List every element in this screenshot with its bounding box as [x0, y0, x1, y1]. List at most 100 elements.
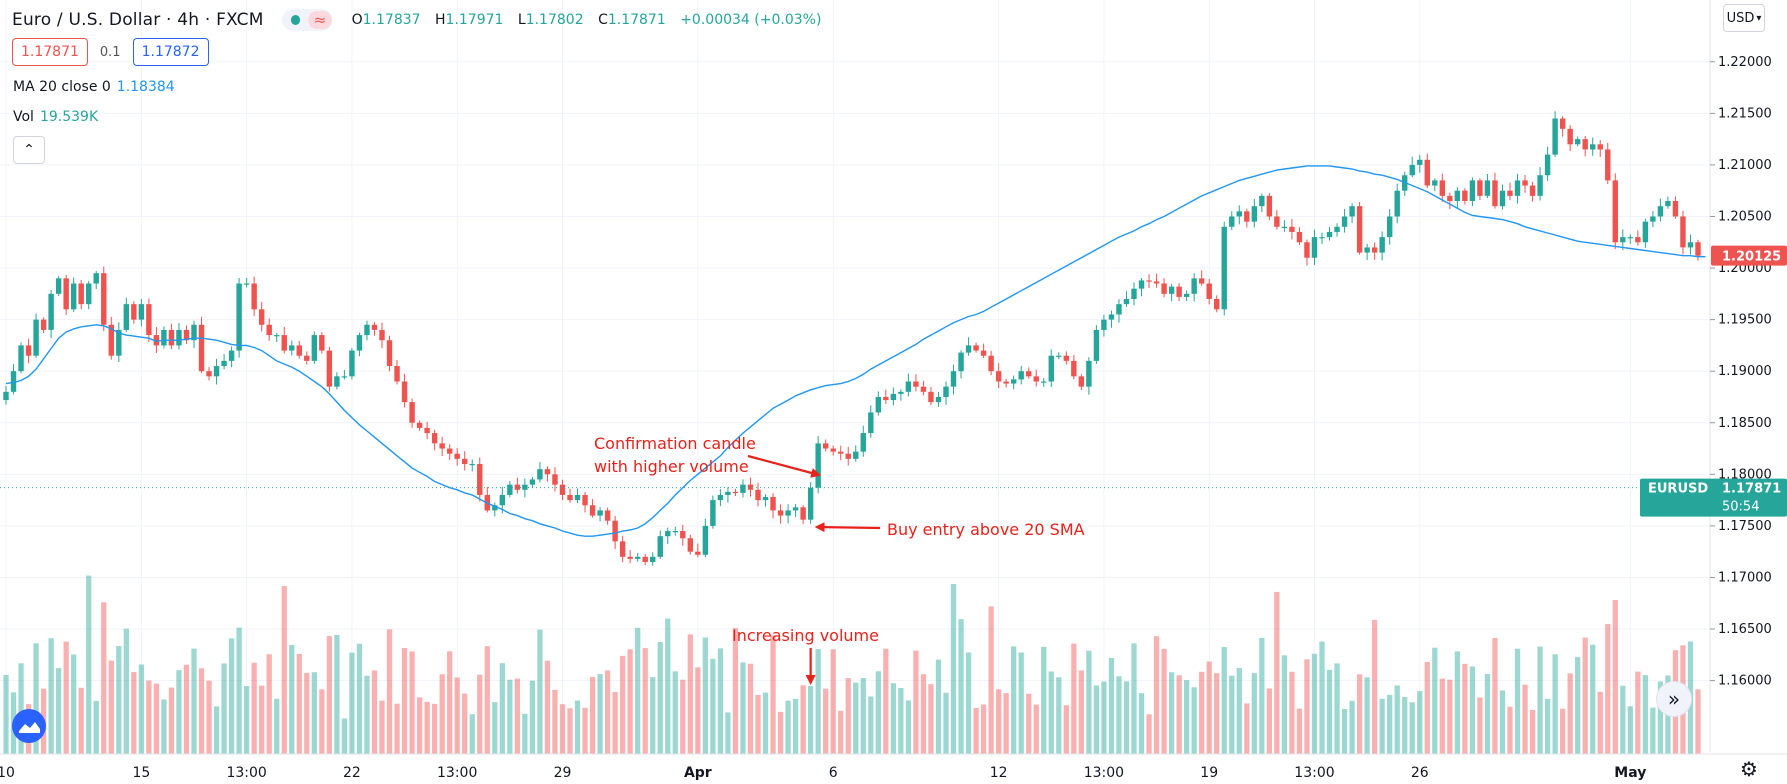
time-tick-label: 6 [829, 765, 838, 781]
candle-body [1191, 278, 1197, 294]
volume-bar [1056, 677, 1062, 754]
volume-bar [1108, 657, 1115, 754]
symbol-title[interactable]: Euro / U.S. Dollar · 4h · FXCM [12, 10, 264, 30]
volume-bar [454, 677, 460, 754]
tradingview-logo-icon[interactable] [12, 709, 46, 743]
candle-body [1537, 175, 1543, 196]
price-tick-label: 1.16500 [1718, 622, 1772, 637]
candle-body [33, 319, 39, 356]
market-status-pill[interactable]: ≈ [281, 9, 332, 31]
annotation-buy-entry: Buy entry above 20 SMA [887, 520, 1085, 539]
collapse-legend-button[interactable]: ⌃ [13, 136, 45, 164]
volume-bar [492, 702, 498, 754]
ma20-line [5, 165, 1706, 537]
volume-bar [808, 686, 814, 754]
candle-body [597, 510, 603, 516]
wave-icon: ≈ [308, 11, 332, 29]
candle-body [725, 491, 731, 495]
volume-bar [620, 655, 626, 754]
volume-bar [319, 689, 325, 754]
volume-bar [1214, 673, 1220, 754]
candle-body [619, 541, 626, 557]
volume-bar [1514, 648, 1521, 754]
volume-bar [191, 648, 197, 754]
candle-body [1642, 221, 1649, 243]
candle-body [116, 329, 122, 356]
candle-body [1364, 247, 1370, 253]
time-tick-label: 22 [343, 765, 361, 781]
volume-bar [612, 691, 618, 754]
volume-bar [853, 682, 859, 754]
candle-body [988, 355, 994, 372]
volume-bar [732, 628, 739, 754]
candle-body [702, 525, 709, 555]
volume-bar [281, 586, 287, 754]
volume-bar [1356, 674, 1363, 754]
ma-indicator-legend[interactable]: MA 20 close 0 1.18384 [13, 79, 175, 95]
candle-body [1582, 139, 1588, 150]
volume-bar [1612, 599, 1618, 754]
candle-body [845, 453, 851, 459]
volume-bar [973, 708, 979, 754]
volume-bar [1424, 661, 1430, 754]
buy-price-button[interactable]: 1.17872 [132, 38, 209, 66]
candle-body [1590, 144, 1596, 150]
volume-bar [1341, 708, 1348, 754]
high-key: H [435, 12, 446, 28]
candle-body [1326, 231, 1333, 238]
candle-body [1086, 360, 1092, 387]
candle-body [326, 350, 333, 387]
volume-bar [1138, 693, 1145, 754]
low-key: L [517, 12, 526, 28]
volume-bar [371, 670, 378, 754]
currency-selector[interactable]: USD ▾ [1723, 4, 1765, 32]
candle-body [1529, 185, 1536, 196]
volume-bar [274, 698, 280, 754]
chevron-down-icon: ▾ [1756, 12, 1762, 24]
sell-price-button[interactable]: 1.17871 [12, 38, 88, 66]
volume-bar [950, 583, 957, 754]
candle-body [973, 345, 979, 351]
volume-bar [996, 689, 1002, 754]
volume-bar [710, 658, 716, 754]
candle-body [1680, 216, 1686, 248]
candle-body [146, 304, 152, 336]
volume-bar [1236, 668, 1242, 754]
settings-gear-icon[interactable]: ⚙ [1740, 757, 1758, 781]
candle-body [3, 391, 9, 401]
volume-bar [1026, 693, 1032, 754]
candle-body [394, 366, 400, 382]
candle-body [296, 345, 302, 356]
chart-header: Euro / U.S. Dollar · 4h · FXCM ≈ O1.1783… [12, 8, 831, 32]
price-tick-label: 1.16000 [1718, 674, 1772, 689]
volume-bar [1507, 706, 1513, 754]
volume-bar [687, 634, 693, 754]
candle-body [1417, 159, 1423, 165]
volume-bar [71, 654, 77, 754]
scroll-to-realtime-button[interactable]: » [1656, 681, 1692, 717]
volume-bar [1695, 689, 1701, 754]
candle-body [1123, 298, 1130, 305]
candle-body [1650, 216, 1656, 222]
close-key: C [598, 12, 608, 28]
volume-bar [439, 674, 445, 754]
volume-bar [78, 687, 84, 754]
candle-body [349, 350, 355, 377]
candle-body [1687, 242, 1694, 248]
volume-bar [1003, 693, 1009, 754]
time-tick-label: 15 [132, 765, 150, 781]
candle-body [469, 464, 475, 466]
time-tick-label: 13:00 [1294, 765, 1334, 781]
volume-bar [1086, 650, 1092, 754]
volume-bar [1537, 646, 1543, 754]
candle-body [131, 304, 137, 320]
volume-indicator-legend[interactable]: Vol 19.539K [13, 109, 98, 125]
volume-bar [1199, 671, 1205, 754]
volume-bar [1153, 636, 1160, 754]
time-tick-label: 29 [554, 765, 572, 781]
volume-bar [680, 679, 686, 754]
candle-body [206, 371, 212, 377]
volume-bar [1417, 691, 1423, 754]
candle-body [958, 352, 964, 372]
